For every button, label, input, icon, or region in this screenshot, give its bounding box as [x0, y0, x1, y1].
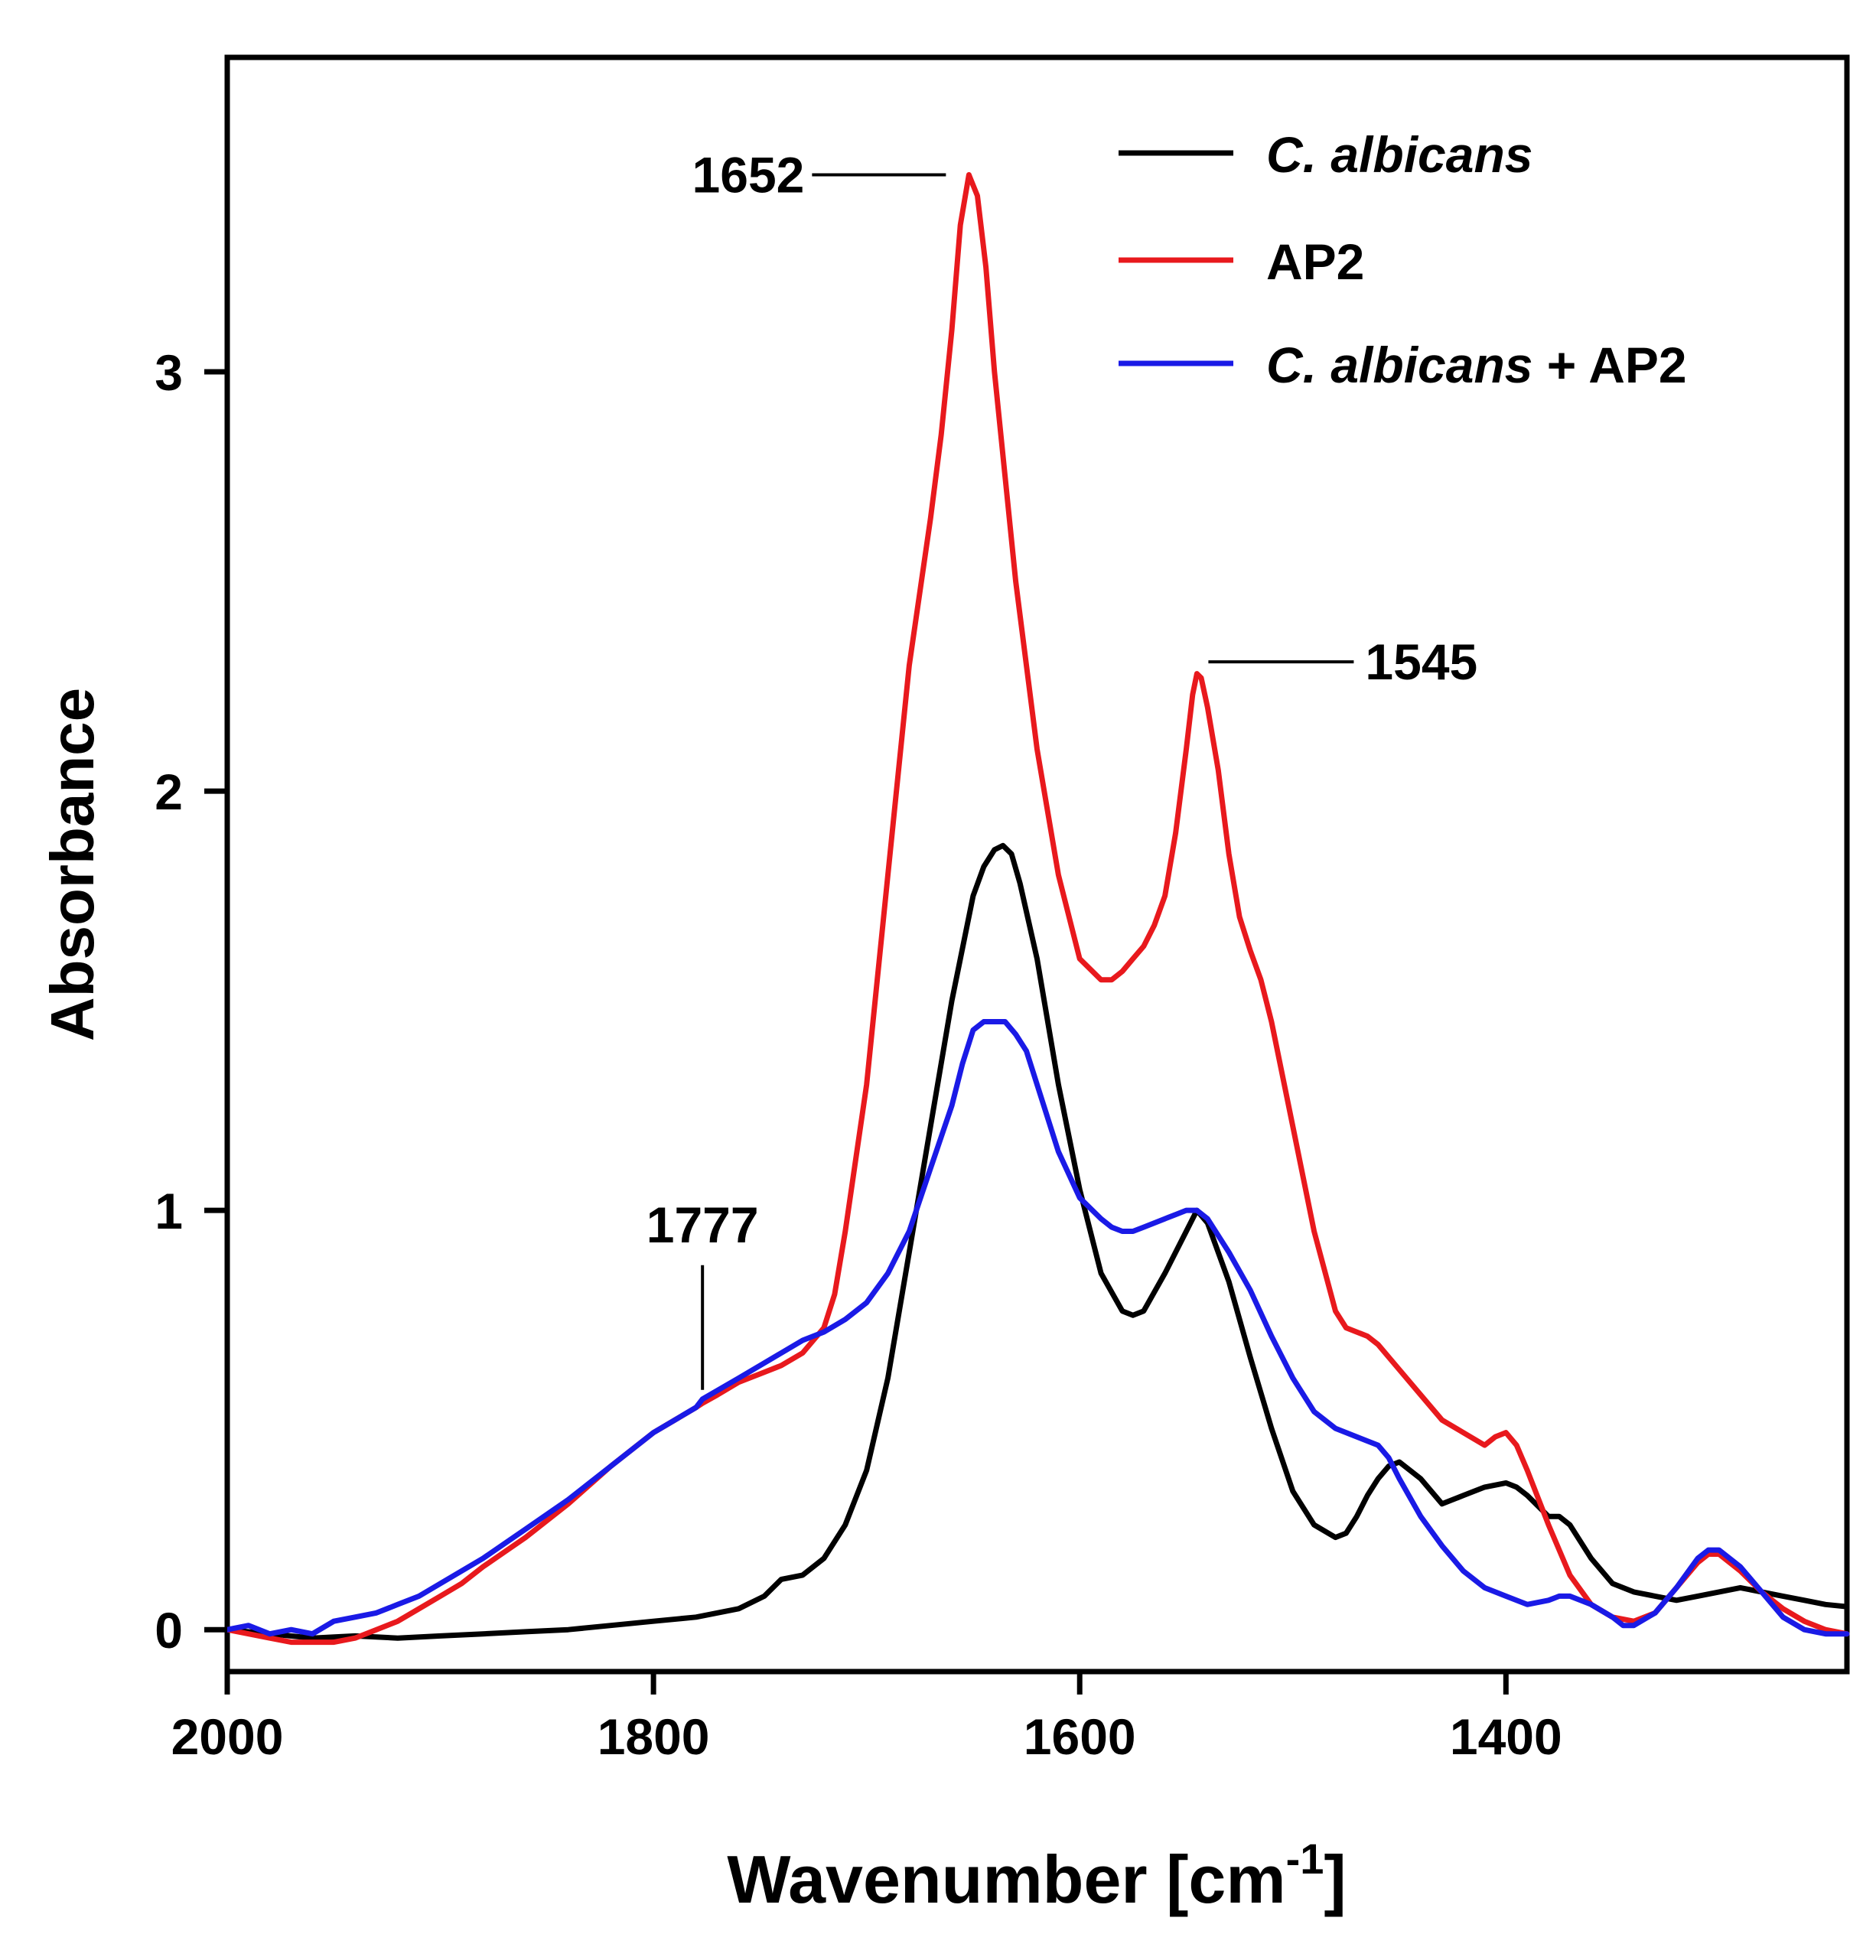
plot-frame [224, 54, 1850, 1675]
series-line-c-albicans-ap2 [224, 1019, 1850, 1637]
legend-item-ap2: AP2 [1119, 233, 1364, 290]
y-tick-label: 1 [155, 1183, 183, 1239]
annotation-layer: 1652 1545 1777 [647, 146, 1477, 1390]
legend-label-c-albicans: C. albicans [1266, 126, 1532, 183]
x-tick-label: 1800 [598, 1708, 710, 1765]
legend-label-ap2: AP2 [1266, 233, 1364, 290]
y-tick-label: 0 [155, 1602, 183, 1659]
y-axis-ticks: 0 1 2 3 [155, 344, 227, 1659]
y-tick-label: 3 [155, 344, 183, 401]
y-tick-label: 2 [155, 763, 183, 820]
x-axis-title-main: Wavenumber [cm [727, 1841, 1285, 1917]
x-axis-title-superscript: -1 [1286, 1835, 1324, 1883]
y-axis-title: Absorbance [38, 688, 106, 1041]
x-axis-title: Wavenumber [cm-1] [727, 1835, 1346, 1917]
x-tick-label: 1400 [1450, 1708, 1562, 1765]
legend-item-c-albicans-ap2: C. albicans + AP2 [1119, 337, 1687, 393]
x-axis-ticks: 2000 1800 1600 1400 [171, 1672, 1562, 1765]
x-tick-label: 1600 [1024, 1708, 1136, 1765]
annotation-label-1545: 1545 [1365, 633, 1477, 690]
legend: C. albicans AP2 C. albicans + AP2 [1119, 126, 1687, 393]
legend-label-c-albicans-ap2: C. albicans + AP2 [1266, 337, 1687, 393]
legend-item-c-albicans: C. albicans [1119, 126, 1532, 183]
series-layer [224, 172, 1850, 1646]
x-axis-title-close: ] [1324, 1841, 1346, 1917]
annotation-label-1777: 1777 [647, 1197, 759, 1253]
series-line-c-albicans [224, 842, 1850, 1641]
x-tick-label: 2000 [171, 1708, 284, 1765]
annotation-label-1652: 1652 [692, 146, 805, 203]
